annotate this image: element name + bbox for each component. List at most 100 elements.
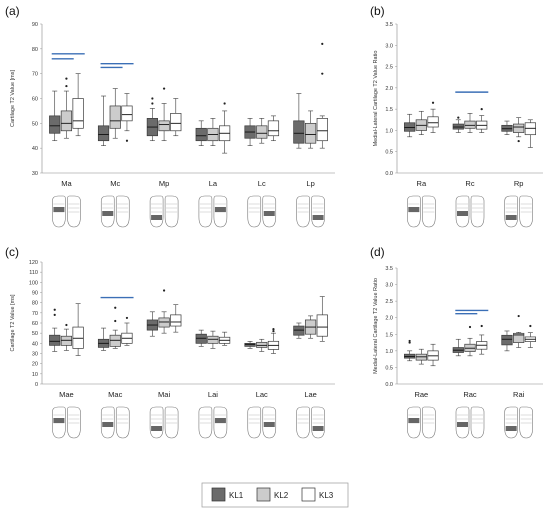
y-axis-title: Medial-Lateral Cartilage T2 Value Ratio	[373, 51, 379, 147]
y-tick-label: 1.5	[385, 332, 393, 338]
outlier-point	[457, 116, 460, 119]
condyle-outline-medial	[149, 195, 164, 228]
box-kl2-lc	[256, 118, 268, 144]
box-kl2-ra	[415, 110, 427, 135]
outlier-point	[480, 324, 483, 328]
femoral-condyle-region-icon	[247, 406, 277, 439]
condyle-outline-lateral	[115, 406, 130, 439]
category-label: Mai	[158, 390, 170, 399]
highlighted-region	[457, 211, 468, 216]
box-iqr	[207, 335, 219, 344]
category-label: Rae	[414, 390, 428, 399]
box-kl2-rae	[415, 348, 427, 365]
box-iqr	[293, 325, 305, 336]
condyle-outline-lateral	[67, 406, 81, 439]
category-label: Mp	[159, 179, 169, 188]
legend: KL1 KL2 KL3	[201, 482, 349, 508]
category-label: Rai	[513, 390, 525, 399]
y-tick-label: 2.5	[385, 299, 393, 305]
legend-swatch-kl2	[256, 487, 271, 502]
y-tick-label: 100	[29, 280, 38, 286]
femoral-condyle-region-icon	[100, 406, 130, 439]
outlier-point	[408, 339, 411, 343]
outlier-point	[114, 306, 117, 309]
box-iqr	[109, 105, 121, 129]
highlighted-region	[214, 418, 226, 423]
condyle-outline-lateral	[311, 406, 325, 439]
femoral-condyle-region-icon	[247, 195, 277, 228]
category-label: Rc	[465, 179, 474, 188]
highlighted-region	[312, 215, 324, 220]
highlighted-region	[102, 422, 114, 427]
y-tick-label: 120	[29, 260, 38, 266]
condyle-outline-lateral	[422, 406, 436, 439]
y-tick-label: 0	[35, 382, 38, 388]
category-label: Ra	[417, 179, 427, 188]
box-kl1-rae	[404, 339, 416, 362]
box-iqr	[109, 334, 121, 347]
outlier-point	[65, 323, 68, 327]
highlighted-region	[102, 211, 114, 216]
box-kl3-lc	[267, 115, 280, 142]
category-label: Lc	[258, 179, 266, 188]
y-tick-label: 2.5	[385, 65, 393, 71]
highlighted-region	[214, 207, 226, 212]
y-tick-label: 50	[32, 331, 38, 337]
box-kl2-lae	[304, 315, 317, 339]
category-label: Ma	[61, 179, 72, 188]
femoral-condyle-region-icon	[504, 195, 533, 228]
y-tick-label: 30	[32, 352, 38, 358]
box-kl2-mp	[158, 87, 170, 142]
box-kl2-mac	[109, 306, 121, 349]
outlier-point	[65, 77, 68, 80]
box-iqr	[316, 314, 328, 337]
y-tick-label: 30	[32, 171, 38, 177]
box-iqr	[464, 120, 476, 129]
box-kl3-lac	[267, 328, 280, 354]
outlier-point	[223, 102, 226, 105]
condyle-outline-medial	[198, 195, 213, 228]
category-label: Mac	[108, 390, 122, 399]
condyle-outline-medial	[504, 195, 518, 228]
femoral-condyle-region-icon	[52, 406, 81, 439]
box-kl3-mai	[170, 304, 182, 333]
femoral-condyle-region-icon	[100, 195, 130, 228]
box-iqr	[49, 115, 61, 134]
legend-label-kl3: KL3	[319, 491, 334, 500]
box-kl3-rp	[524, 119, 536, 148]
outlier-point	[114, 319, 117, 323]
panel-label: (b)	[370, 4, 385, 18]
highlighted-region	[53, 418, 65, 423]
box-iqr	[60, 335, 73, 346]
category-label: Rac	[463, 390, 477, 399]
femoral-condyle-region-icon	[455, 406, 485, 439]
outlier-point	[529, 324, 532, 328]
category-label: Mae	[59, 390, 74, 399]
condyle-outline-medial	[504, 406, 518, 439]
y-tick-label: 50	[32, 121, 38, 127]
y-tick-label: 2.0	[385, 316, 393, 322]
box-kl1-lae	[293, 322, 305, 339]
box-iqr	[304, 122, 317, 144]
y-tick-label: 2.0	[385, 86, 393, 92]
panel-a: (a) 30 40 50 60 70 80 90 Cartilage T2 Value [ms]…	[5, 4, 335, 228]
box-kl2-ma	[60, 77, 73, 139]
y-axis-title: Medial-Lateral Cartilage T2 Value Ratio	[373, 278, 379, 374]
outlier-point	[431, 101, 435, 104]
outlier-point	[480, 108, 483, 111]
condyle-outline-medial	[247, 195, 262, 228]
box-kl2-la	[207, 118, 219, 146]
box-iqr	[513, 123, 525, 133]
box-kl1-rac	[452, 338, 464, 357]
box-iqr	[316, 118, 328, 142]
box-kl1-lp	[293, 93, 305, 149]
condyle-outline-medial	[198, 406, 213, 439]
y-tick-label: 80	[32, 47, 38, 53]
femoral-condyle-region-icon	[296, 195, 325, 228]
y-tick-label: 0.5	[385, 365, 393, 371]
panel-b: (b) 0.0 0.5 1.0 1.5 2.0 2.5 3.0 3.5 Medial-Latera…	[370, 4, 543, 228]
condyle-outline-medial	[247, 406, 262, 439]
y-tick-label: 60	[32, 97, 38, 103]
box-kl3-lai	[219, 331, 231, 346]
box-iqr	[513, 332, 525, 343]
